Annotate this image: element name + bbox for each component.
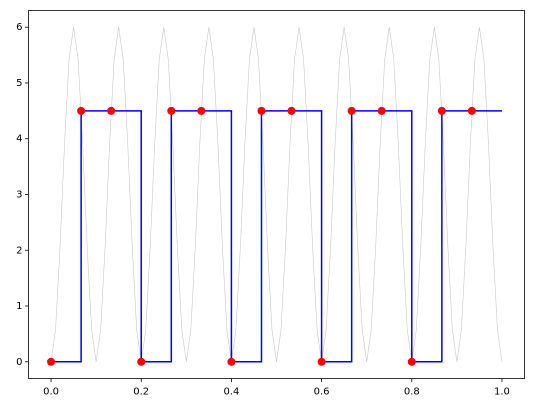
x-tick-label: 0.6 xyxy=(314,387,330,398)
point xyxy=(347,106,356,115)
point xyxy=(437,106,446,115)
y-tick-label: 0 xyxy=(16,357,22,368)
point xyxy=(137,357,146,366)
y-tick-label: 2 xyxy=(16,245,22,256)
point xyxy=(317,357,326,366)
point xyxy=(107,106,116,115)
point xyxy=(407,357,416,366)
y-tick-label: 6 xyxy=(16,22,22,33)
point xyxy=(47,357,56,366)
point xyxy=(227,357,236,366)
x-tick-label: 1.0 xyxy=(494,387,510,398)
x-tick-label: 0.8 xyxy=(404,387,420,398)
point xyxy=(467,106,476,115)
x-tick-label: 0.4 xyxy=(223,387,239,398)
step-line xyxy=(51,110,502,363)
x-tick-label: 0.0 xyxy=(43,387,59,398)
point xyxy=(377,106,386,115)
y-tick-label: 5 xyxy=(16,78,22,89)
y-tick-label: 4 xyxy=(16,134,22,145)
wave-line xyxy=(50,27,503,362)
point xyxy=(167,106,176,115)
point xyxy=(287,106,296,115)
axes-frame xyxy=(28,10,525,379)
point xyxy=(197,106,206,115)
y-tick-label: 1 xyxy=(16,301,22,312)
point xyxy=(257,106,266,115)
x-tick-label: 0.2 xyxy=(133,387,149,398)
point xyxy=(77,106,86,115)
y-tick-label: 3 xyxy=(16,190,22,201)
